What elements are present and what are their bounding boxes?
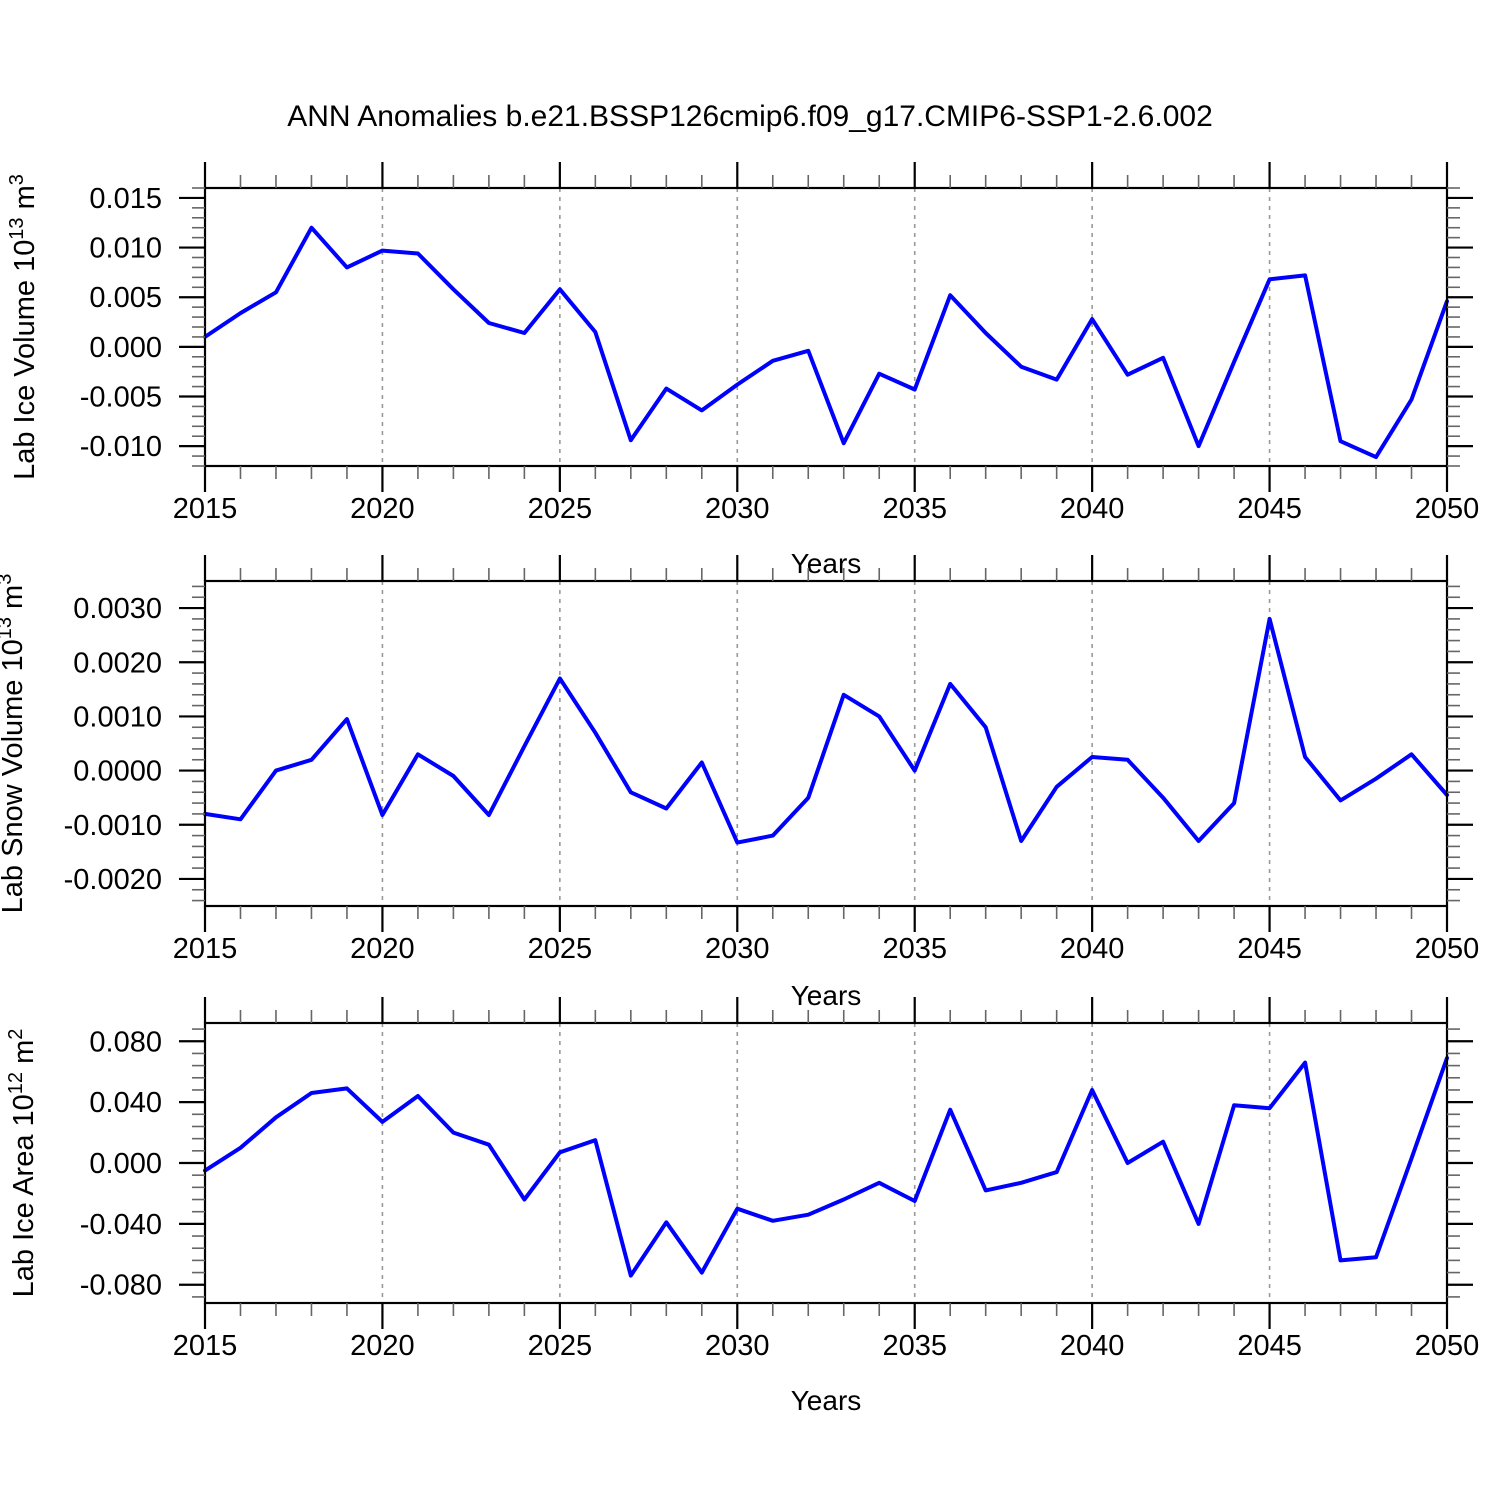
x-tick-label: 2015 (173, 493, 238, 525)
y-tick-label: -0.040 (80, 1209, 162, 1241)
y-tick-label: 0.040 (89, 1087, 162, 1119)
x-tick-label: 2045 (1237, 1330, 1302, 1362)
y-tick-label: -0.0020 (64, 864, 162, 896)
y-tick-label: -0.005 (80, 382, 162, 414)
x-tick-label: 2030 (705, 933, 770, 965)
x-tick-label: 2035 (882, 933, 947, 965)
x-tick-label: 2025 (528, 1330, 593, 1362)
x-tick-label: 2015 (173, 933, 238, 965)
x-tick-label: 2040 (1060, 493, 1125, 525)
plot-frame (203, 579, 1449, 908)
y-tick-label: 0.0020 (73, 647, 162, 679)
x-tick-label: 2020 (350, 493, 415, 525)
x-axis-title: Years (791, 980, 862, 1011)
x-tick-label: 2035 (882, 1330, 947, 1362)
x-tick-label: 2045 (1237, 933, 1302, 965)
x-tick-label: 2030 (705, 1330, 770, 1362)
x-axis-title: Years (791, 548, 862, 579)
x-tick-label: 2035 (882, 493, 947, 525)
y-tick-label: -0.0010 (64, 810, 162, 842)
x-tick-label: 2050 (1415, 933, 1480, 965)
x-tick-label: 2025 (528, 933, 593, 965)
x-tick-label: 2045 (1237, 493, 1302, 525)
chart-lab-ice-area: 2015 2020 2025 2030 2035 2040 2045 2050 0.080 0.0… (5, 997, 1479, 1416)
x-tick-label: 2020 (350, 1330, 415, 1362)
plot-frame (203, 186, 1449, 468)
plot-frame (203, 1021, 1449, 1305)
y-tick-label: 0.0000 (73, 756, 162, 788)
y-tick-label: 0.010 (89, 233, 162, 265)
y-tick-label: -0.010 (80, 431, 162, 463)
y-axis-title: Lab Snow Volume 1013 m3 (0, 574, 29, 914)
chart-lab-snow-volume: 2015 2020 2025 2030 2035 2040 2045 2050 0.0030 0.… (0, 555, 1479, 1011)
x-tick-label: 2050 (1415, 493, 1480, 525)
y-tick-label: -0.080 (80, 1270, 162, 1302)
x-tick-label: 2030 (705, 493, 770, 525)
y-tick-label: 0.015 (89, 183, 162, 215)
x-tick-label: 2040 (1060, 933, 1125, 965)
chart-lab-ice-volume: 2015 2020 2025 2030 2035 2040 2045 2050 0.015 0.0… (6, 162, 1479, 579)
figure-title: ANN Anomalies b.e21.BSSP126cmip6.f09_g17… (287, 100, 1213, 133)
data-line-lab-ice-volume (203, 225, 1449, 460)
y-tick-label: 0.080 (89, 1026, 162, 1058)
data-line-lab-snow-volume (203, 616, 1449, 845)
x-tick-label: 2015 (173, 1330, 238, 1362)
x-tick-label: 2050 (1415, 1330, 1480, 1362)
y-tick-label: 0.000 (89, 332, 162, 364)
y-axis-title: Lab Ice Volume 1013 m3 (6, 174, 41, 480)
y-tick-label: 0.000 (89, 1148, 162, 1180)
x-tick-label: 2025 (528, 493, 593, 525)
y-axis-title: Lab Ice Area 1012 m2 (5, 1029, 40, 1298)
data-line-lab-ice-area (203, 1056, 1449, 1278)
y-tick-label: 0.005 (89, 282, 162, 314)
x-tick-label: 2020 (350, 933, 415, 965)
x-tick-label: 2040 (1060, 1330, 1125, 1362)
x-axis-title: Years (791, 1385, 862, 1416)
y-tick-label: 0.0010 (73, 701, 162, 733)
y-tick-label: 0.0030 (73, 593, 162, 625)
